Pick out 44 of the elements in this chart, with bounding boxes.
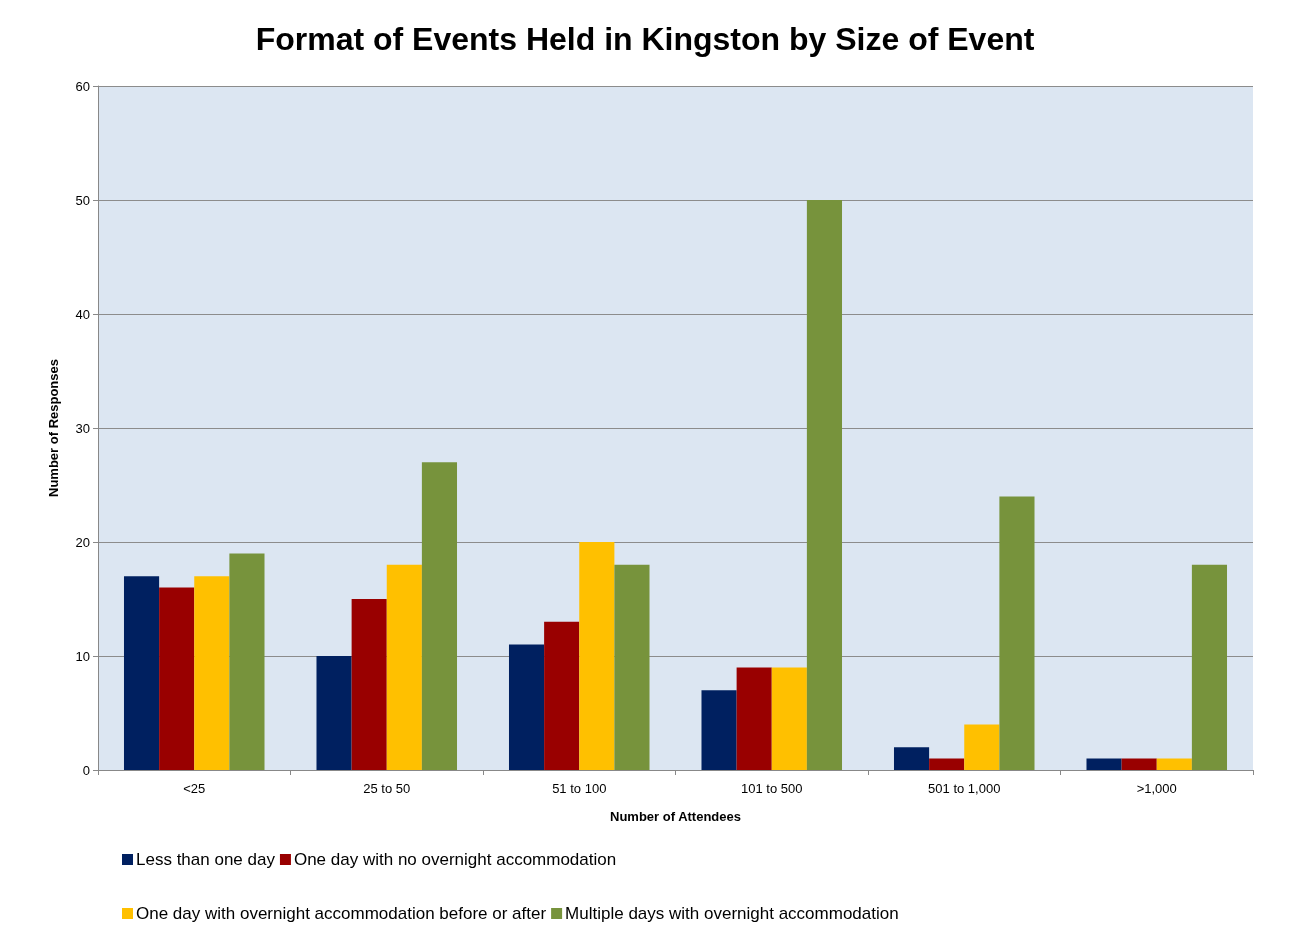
legend-label: One day with no overnight accommodation <box>293 850 617 869</box>
y-tick-label: 40 <box>75 306 90 322</box>
bar <box>579 542 615 770</box>
chart-title: Format of Events Held in Kingston by Size of Event <box>255 21 1035 57</box>
bar <box>1121 758 1157 770</box>
y-tick-label: 20 <box>75 534 90 550</box>
y-axis-title: Number of Responses <box>46 359 61 497</box>
bar <box>806 200 843 770</box>
legend-label: Less than one day <box>136 850 276 869</box>
y-tick-label: 50 <box>75 192 90 208</box>
bar <box>316 656 352 770</box>
x-tick-label: >1,000 <box>1136 781 1177 796</box>
y-tick-label: 30 <box>75 420 90 436</box>
bar <box>421 462 458 770</box>
legend-label: Multiple days with overnight accommodation <box>565 904 899 923</box>
bar <box>544 621 580 770</box>
bar <box>123 576 160 770</box>
x-tick-label: 501 to 1,000 <box>928 781 1001 796</box>
x-tick-label: <25 <box>183 781 206 796</box>
bar <box>159 587 195 770</box>
bar <box>1156 758 1192 770</box>
bar <box>771 667 807 770</box>
x-tick-label: 51 to 100 <box>552 781 607 796</box>
bar <box>893 747 930 770</box>
x-axis-title: Number of Attendees <box>610 809 741 824</box>
bar <box>194 576 230 770</box>
x-tick-label: 25 to 50 <box>363 781 411 796</box>
bar <box>736 667 772 770</box>
bar <box>386 564 422 770</box>
bar <box>964 724 1000 770</box>
y-tick-label: 60 <box>75 78 90 94</box>
bar <box>701 690 737 770</box>
bar <box>999 496 1035 770</box>
bar <box>229 553 265 770</box>
x-tick-label: 101 to 500 <box>741 781 803 796</box>
bar <box>508 644 545 770</box>
y-tick-label: 10 <box>75 648 90 664</box>
bar <box>1086 758 1122 770</box>
y-tick-label: 0 <box>82 762 90 778</box>
bar <box>351 599 387 770</box>
legend-label: One day with overnight accommodation before or after <box>136 904 547 923</box>
bar <box>929 758 965 770</box>
bar <box>614 564 650 770</box>
bar <box>1191 564 1228 770</box>
